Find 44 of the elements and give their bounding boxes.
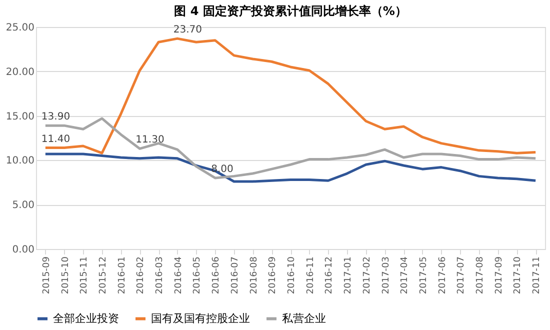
- x-tick-label: 2017-01: [344, 256, 354, 294]
- x-tick-label: 2017-03: [381, 256, 392, 294]
- annotation: 11.40: [41, 134, 70, 145]
- x-tick-label: 2016-02: [136, 256, 146, 294]
- annotation: 11.30: [136, 134, 164, 146]
- y-tick-label: 20.00: [6, 66, 34, 78]
- x-tick-label: 2017-11: [532, 256, 542, 294]
- x-tick-label: 2016-12: [324, 256, 335, 294]
- annotation: 13.90: [41, 112, 70, 123]
- x-tick-label: 2017-08: [476, 256, 486, 294]
- x-tick-label: 2017-02: [362, 256, 372, 294]
- x-tick-label: 2016-01: [117, 256, 128, 294]
- x-tick-label: 2015-09: [42, 256, 52, 294]
- x-tick-label: 2015-10: [60, 256, 71, 294]
- line-series: [44, 37, 537, 154]
- x-tick-label: 2016-07: [230, 256, 240, 294]
- x-tick-label: 2017-09: [494, 256, 504, 294]
- y-tick-label: 25.00: [6, 22, 34, 34]
- y-tick-label: 10.00: [6, 156, 34, 167]
- y-tick-label: 5.00: [12, 200, 34, 212]
- x-tick-label: 2016-06: [212, 256, 222, 294]
- y-tick-label: 15.00: [6, 111, 34, 122]
- x-tick-label: 2016-03: [155, 256, 166, 294]
- x-tick-label: 2017-07: [456, 256, 467, 294]
- y-tick-label: 0.00: [12, 244, 34, 256]
- annotation: 8.00: [211, 164, 234, 175]
- x-tick-label: 2016-09: [268, 256, 278, 294]
- x-tick-label: 2017-06: [438, 256, 448, 294]
- chart-title: 图 4 固定资产投资累计值同比增长率（%）: [174, 4, 407, 18]
- x-tick-label: 2017-10: [513, 256, 524, 294]
- x-tick-label: 2015-11: [80, 256, 90, 294]
- annotation: 23.70: [173, 24, 202, 36]
- x-tick-label: 2016-04: [174, 256, 184, 294]
- x-tick-label: 2016-05: [192, 256, 203, 294]
- legend-label: 国有及国有控股企业: [151, 312, 250, 325]
- x-tick-label: 2016-10: [287, 256, 297, 294]
- x-tick-label: 2015-12: [98, 256, 108, 294]
- x-tick-label: 2016-08: [249, 256, 260, 294]
- x-tick-label: 2017-04: [400, 256, 410, 294]
- line-series: [44, 152, 537, 183]
- legend-label: 全部企业投资: [53, 312, 119, 325]
- legend-label: 私营企业: [282, 312, 326, 325]
- x-tick-label: 2016-11: [306, 256, 316, 294]
- x-tick-label: 2017-05: [418, 256, 429, 294]
